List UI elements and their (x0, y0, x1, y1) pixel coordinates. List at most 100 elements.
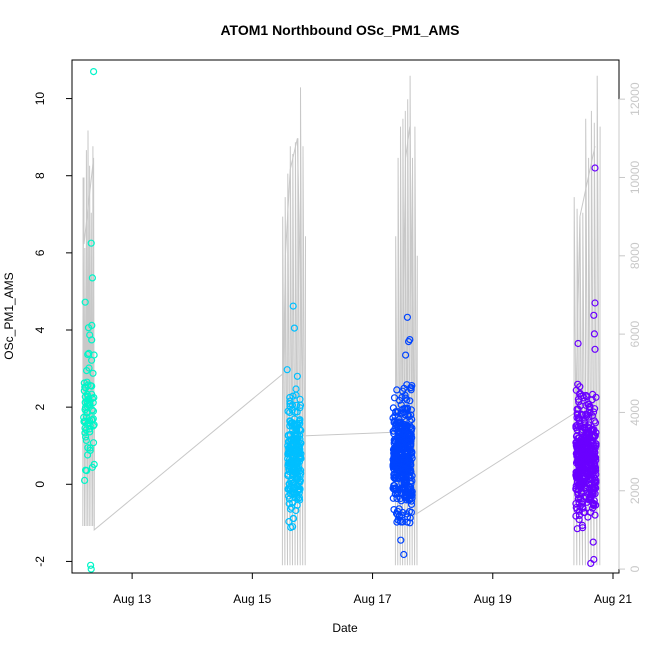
x-tick-label: Aug 13 (113, 592, 151, 606)
data-point (293, 401, 301, 409)
data-point (574, 380, 582, 388)
data-point (397, 401, 405, 409)
data-point (390, 471, 399, 479)
data-point (81, 466, 90, 474)
y-tick-label: 6 (33, 249, 47, 256)
data-point (574, 485, 583, 494)
data-point (408, 448, 416, 456)
data-point (290, 490, 298, 498)
data-point (584, 442, 592, 450)
data-point (393, 386, 401, 394)
data-point-outlier (87, 239, 95, 247)
secondary-y-tick-label: 0 (628, 565, 642, 572)
data-point (586, 476, 594, 484)
data-point (407, 411, 415, 419)
data-point (405, 433, 413, 441)
data-point (286, 485, 294, 493)
data-point (390, 436, 398, 444)
data-point (572, 512, 580, 520)
data-point (81, 383, 89, 391)
data-point (86, 425, 94, 433)
data-point-outlier (591, 299, 599, 307)
series-aug-17-run (389, 313, 416, 559)
data-point-outlier (591, 164, 599, 172)
data-point (392, 408, 400, 416)
data-point (394, 516, 402, 524)
data-point (80, 413, 88, 421)
data-point (575, 398, 583, 406)
data-point (287, 419, 295, 427)
data-point (407, 486, 415, 494)
x-tick-label: Aug 15 (233, 592, 271, 606)
data-point (402, 404, 410, 412)
data-point (582, 401, 590, 409)
data-point (89, 439, 98, 447)
y-tick-label: 8 (33, 172, 47, 179)
secondary-y-axis: 0 2000 4000 6000 8000 10000 12000 (618, 82, 642, 572)
data-point (391, 449, 399, 457)
y-axis: -2 0 2 4 6 8 10 (33, 92, 72, 567)
data-point (573, 421, 581, 429)
data-point (86, 400, 94, 409)
data-point-outlier (283, 366, 291, 374)
data-point (398, 409, 406, 417)
data-point (588, 468, 596, 476)
data-point-outlier (574, 339, 582, 348)
data-point (286, 397, 294, 405)
data-point-outlier (587, 559, 595, 568)
data-point-outlier (80, 476, 89, 484)
data-point (296, 455, 304, 463)
x-axis: Aug 13 Aug 15 Aug 17 Aug 19 Aug 21 (113, 573, 632, 606)
data-point-outlier (402, 351, 410, 359)
data-point (578, 521, 587, 530)
data-point-outlier (289, 523, 297, 531)
y-tick-label: 2 (33, 403, 47, 410)
data-point (289, 426, 297, 435)
data-point (575, 390, 584, 398)
data-point (399, 467, 408, 476)
data-point (404, 443, 412, 451)
y-axis-title: OSc_PM1_AMS (2, 272, 16, 359)
background-line-connector (83, 126, 596, 531)
data-point (397, 451, 405, 459)
data-point (592, 440, 600, 448)
data-point (286, 400, 294, 408)
data-point (573, 525, 581, 533)
data-point (296, 416, 304, 424)
x-axis-title: Date (332, 621, 358, 635)
secondary-y-tick-label: 8000 (628, 242, 642, 269)
y-tick-label: 0 (33, 481, 47, 488)
data-point-outlier (89, 67, 98, 76)
x-tick-label: Aug 17 (354, 592, 392, 606)
data-point (295, 477, 303, 485)
data-point (578, 503, 587, 511)
data-point (284, 470, 292, 478)
data-point (588, 438, 596, 446)
plot-border (71, 59, 620, 574)
data-point-outlier (290, 324, 298, 332)
y-tick-label: -2 (33, 556, 47, 567)
data-point (575, 462, 583, 470)
data-point (288, 406, 296, 414)
data-point-outlier (589, 538, 597, 546)
data-point (87, 390, 96, 398)
data-point (288, 457, 297, 465)
data-point (288, 471, 296, 479)
secondary-y-tick-label: 2000 (628, 477, 642, 504)
chart-title: ATOM1 Northbound OSc_PM1_AMS (220, 22, 459, 38)
data-point (572, 432, 581, 440)
data-point (400, 492, 409, 500)
y-tick-label: 10 (33, 92, 47, 106)
data-point (296, 448, 304, 456)
data-point (590, 500, 598, 508)
data-point (577, 469, 585, 477)
data-point (576, 503, 584, 511)
data-point (578, 428, 586, 436)
secondary-y-tick-label: 6000 (628, 320, 642, 347)
data-point (578, 452, 587, 460)
data-point (587, 459, 595, 467)
secondary-y-tick-label: 4000 (628, 399, 642, 426)
data-point (588, 396, 596, 404)
data-point (589, 487, 598, 495)
